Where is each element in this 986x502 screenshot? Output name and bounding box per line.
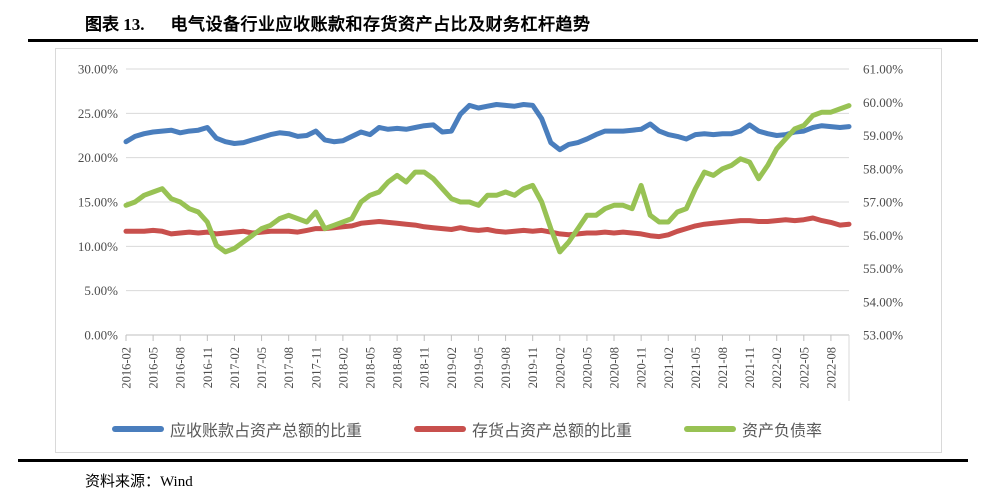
svg-text:59.00%: 59.00% — [863, 128, 903, 143]
svg-text:2016-08: 2016-08 — [174, 347, 188, 389]
svg-text:60.00%: 60.00% — [863, 95, 903, 110]
svg-text:53.00%: 53.00% — [863, 328, 903, 343]
legend-label-leverage: 资产负债率 — [742, 423, 823, 440]
svg-text:2019-08: 2019-08 — [499, 347, 513, 389]
legend-item-leverage: 资产负债率 — [684, 417, 822, 441]
figure-header: 图表 13. 电气设备行业应收账款和存货资产占比及财务杠杆趋势 — [85, 10, 591, 35]
svg-text:2018-11: 2018-11 — [418, 347, 432, 388]
legend-item-receivables: 应收账款占资产总额的比重 — [112, 417, 362, 441]
svg-text:2020-08: 2020-08 — [608, 347, 622, 389]
title-rule — [28, 39, 978, 42]
svg-text:2017-05: 2017-05 — [255, 347, 269, 389]
svg-text:25.00%: 25.00% — [78, 106, 118, 121]
svg-text:2018-05: 2018-05 — [364, 347, 378, 389]
svg-text:2019-05: 2019-05 — [472, 347, 486, 389]
svg-text:2021-08: 2021-08 — [716, 347, 730, 389]
chart-frame: 0.00% 5.00% 10.00% 15.00% 20.00% 25.00% 30.00%… — [55, 48, 942, 453]
legend-label-inventory: 存货占资产总额的比重 — [472, 423, 633, 440]
svg-text:2016-11: 2016-11 — [201, 347, 215, 388]
svg-text:2019-02: 2019-02 — [445, 347, 459, 389]
legend-item-inventory: 存货占资产总额的比重 — [414, 417, 632, 441]
legend-line-red-icon — [414, 426, 467, 432]
svg-text:58.00%: 58.00% — [863, 161, 903, 176]
svg-text:2022-02: 2022-02 — [770, 347, 784, 389]
source-rule — [18, 459, 968, 462]
svg-text:2021-02: 2021-02 — [662, 347, 676, 389]
chart-legend: 应收账款占资产总额的比重 存货占资产总额的比重 资产负债率 — [56, 412, 941, 446]
legend-line-blue-icon — [112, 426, 164, 432]
svg-text:2016-05: 2016-05 — [147, 347, 161, 389]
svg-text:5.00%: 5.00% — [84, 283, 118, 298]
svg-text:30.00%: 30.00% — [78, 62, 118, 77]
svg-text:2017-02: 2017-02 — [228, 347, 242, 389]
svg-text:2018-08: 2018-08 — [391, 347, 405, 389]
svg-text:2018-02: 2018-02 — [336, 347, 350, 389]
figure-label: 图表 13. — [85, 15, 145, 34]
svg-text:54.00%: 54.00% — [863, 294, 903, 309]
svg-text:2016-02: 2016-02 — [120, 347, 134, 389]
svg-text:2022-05: 2022-05 — [797, 347, 811, 389]
legend-label-receivables: 应收账款占资产总额的比重 — [170, 423, 363, 440]
svg-text:2021-05: 2021-05 — [689, 347, 703, 389]
svg-text:15.00%: 15.00% — [78, 195, 118, 210]
svg-text:55.00%: 55.00% — [863, 261, 903, 276]
svg-text:2021-11: 2021-11 — [743, 347, 757, 388]
svg-text:2019-11: 2019-11 — [526, 347, 540, 388]
chart-canvas: 0.00% 5.00% 10.00% 15.00% 20.00% 25.00% 30.00%… — [78, 62, 903, 401]
svg-text:56.00%: 56.00% — [863, 228, 903, 243]
svg-text:2017-11: 2017-11 — [309, 347, 323, 388]
svg-text:10.00%: 10.00% — [78, 239, 118, 254]
figure-title: 电气设备行业应收账款和存货资产占比及财务杠杆趋势 — [170, 15, 591, 34]
svg-text:2022-08: 2022-08 — [824, 347, 838, 389]
svg-text:2020-02: 2020-02 — [553, 347, 567, 389]
source-note: 资料来源：Wind — [85, 474, 193, 490]
svg-text:2020-05: 2020-05 — [580, 347, 594, 389]
legend-line-green-icon — [684, 426, 737, 432]
svg-text:0.00%: 0.00% — [84, 328, 118, 343]
svg-text:2020-11: 2020-11 — [635, 347, 649, 388]
svg-text:20.00%: 20.00% — [78, 150, 118, 165]
svg-text:2017-08: 2017-08 — [282, 347, 296, 389]
svg-text:61.00%: 61.00% — [863, 62, 903, 77]
svg-text:57.00%: 57.00% — [863, 195, 903, 210]
